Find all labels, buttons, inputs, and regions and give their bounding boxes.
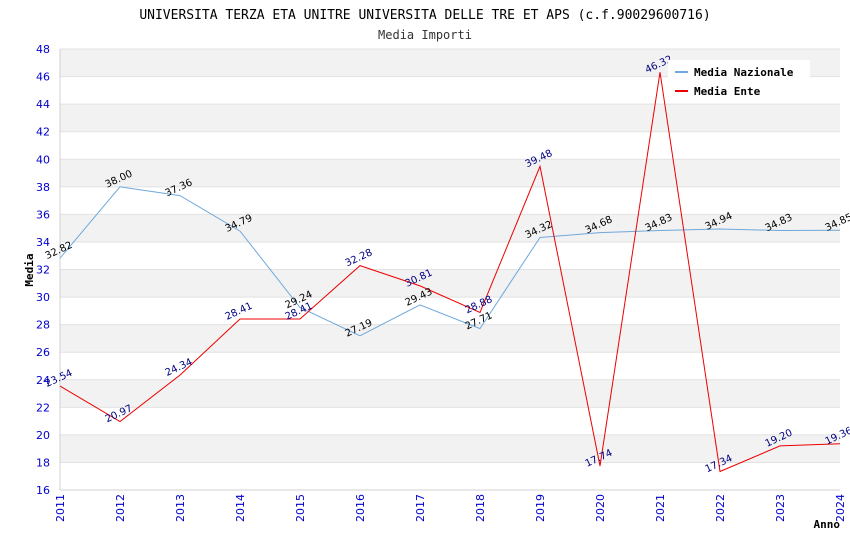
grid-band — [60, 269, 840, 298]
y-tick-label: 32 — [36, 264, 50, 277]
y-tick-label: 30 — [36, 291, 50, 304]
grid-band — [60, 379, 840, 408]
series-lines — [59, 72, 841, 473]
x-tick-label: 2022 — [714, 494, 727, 522]
legend-box — [668, 60, 810, 102]
series-line-1 — [59, 72, 841, 473]
x-tick-label: 2012 — [114, 494, 127, 522]
grid-band — [60, 214, 840, 242]
y-tick-label: 36 — [36, 208, 50, 221]
x-tick-label: 2018 — [474, 494, 487, 522]
legend: Media Nazionale Media Ente — [668, 60, 810, 102]
y-tick-label: 18 — [36, 456, 50, 469]
x-tick-label: 2017 — [414, 494, 427, 522]
y-tick-label: 46 — [36, 71, 50, 84]
y-tick-label: 38 — [36, 181, 50, 194]
y-tick-label: 24 — [36, 374, 50, 387]
x-tick-label: 2013 — [174, 494, 187, 522]
x-tick-label: 2014 — [234, 494, 247, 522]
y-tick-label: 34 — [36, 236, 50, 249]
y-tick-label: 48 — [36, 43, 50, 56]
x-tick-label: 2021 — [654, 494, 667, 522]
y-axis-label: Media — [23, 253, 36, 286]
x-tick-label: 2015 — [294, 494, 307, 522]
y-tick-label: 22 — [36, 401, 50, 414]
y-tick-label: 28 — [36, 319, 50, 332]
chart-title: UNIVERSITA TERZA ETA UNITRE UNIVERSITA D… — [139, 8, 710, 23]
chart-subtitle: Media Importi — [378, 28, 472, 42]
grid-band — [60, 159, 840, 187]
y-tick-label: 42 — [36, 126, 50, 139]
plot-background — [59, 48, 840, 491]
x-tick-label: 2020 — [594, 494, 607, 522]
y-axis-ticks: 16 18 20 22 24 26 28 30 32 34 36 38 40 42 44 46 48 — [36, 43, 50, 497]
grid-band — [60, 104, 840, 132]
y-tick-label: 40 — [36, 153, 50, 166]
x-tick-label: 2024 — [834, 494, 847, 522]
x-axis-label: Anno — [814, 518, 841, 531]
x-tick-label: 2023 — [774, 494, 787, 522]
y-tick-label: 26 — [36, 346, 50, 359]
x-tick-label: 2019 — [534, 494, 547, 522]
x-axis-ticks: 2011 2012 2013 2014 2015 2016 2017 2018 2019 2020… — [54, 494, 847, 522]
grid-band — [60, 434, 840, 463]
grid-band — [60, 324, 840, 353]
y-tick-label: 44 — [36, 98, 50, 111]
legend-label-0: Media Nazionale — [694, 66, 794, 79]
y-tick-label: 16 — [36, 484, 50, 497]
x-tick-label: 2011 — [54, 494, 67, 522]
series-line-0 — [59, 186, 841, 337]
y-tick-label: 20 — [36, 429, 50, 442]
x-tick-label: 2016 — [354, 494, 367, 522]
legend-label-1: Media Ente — [694, 85, 761, 98]
